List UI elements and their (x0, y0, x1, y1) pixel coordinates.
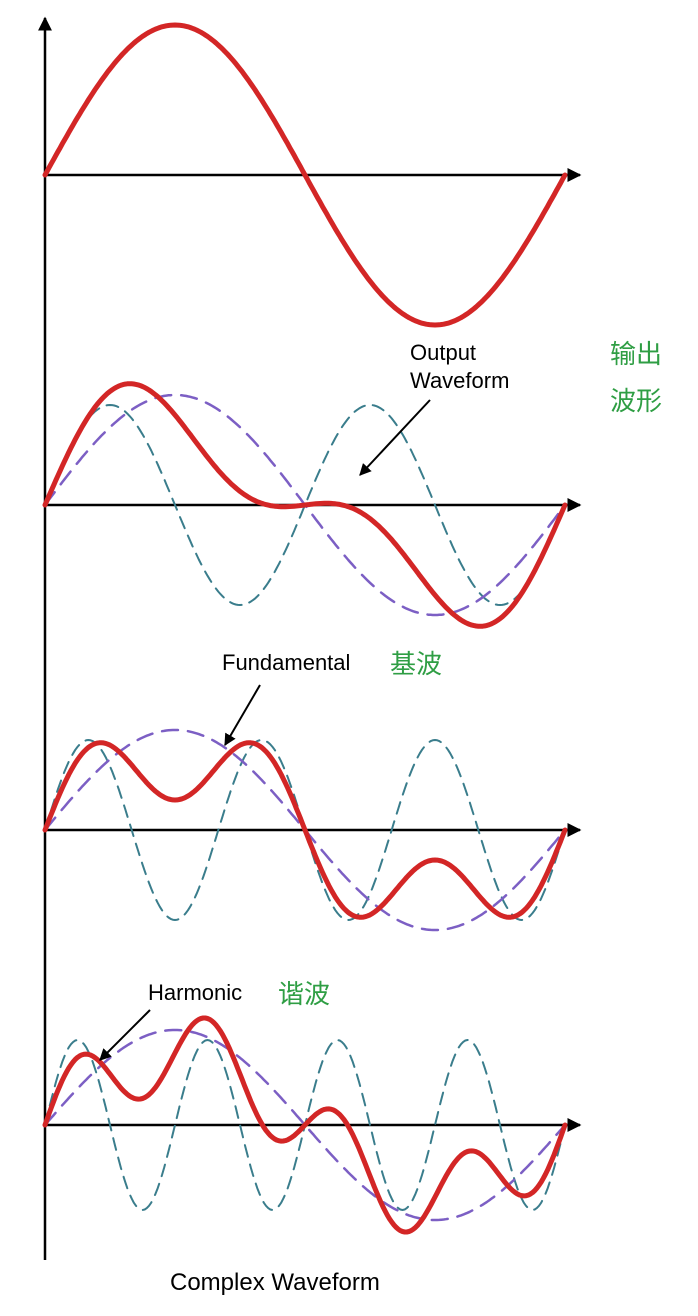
harmonic-label-en: Harmonic (148, 980, 242, 1005)
fundamental-label-cn: 基波 (390, 649, 442, 679)
harmonic-label-arrow (100, 1010, 150, 1060)
output-label-en-1: Output (410, 340, 476, 365)
output-label-arrow (360, 400, 430, 475)
output-label-en-2: Waveform (410, 368, 509, 393)
harmonic-label-cn: 谐波 (278, 979, 330, 1009)
fundamental-label-en: Fundamental (222, 650, 350, 675)
output-label-cn-1: 输出 (610, 339, 662, 369)
footer-label: Complex Waveform (170, 1269, 380, 1296)
fundamental-label-arrow (225, 685, 260, 745)
output-label-cn-2: 波形 (610, 386, 662, 416)
waveform-diagram: Output Waveform 输出波形 Fundamental 基波 Harmonic 谐… (0, 0, 698, 1316)
